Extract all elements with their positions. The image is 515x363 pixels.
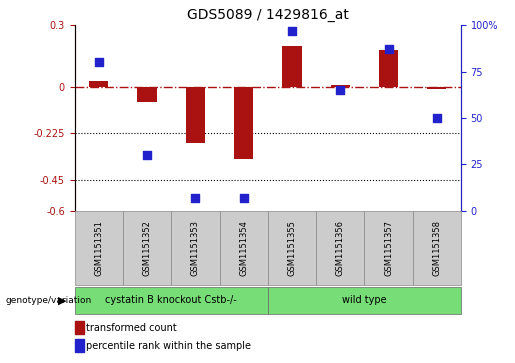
Text: GSM1151352: GSM1151352 (143, 220, 151, 276)
Bar (282, 46, 302, 87)
Point (433, 115, 441, 121)
Point (336, 87, 345, 93)
Bar (219, 211, 268, 285)
Point (288, 28, 296, 34)
Point (384, 46, 392, 52)
Bar (413, 211, 461, 285)
Point (191, 195, 199, 200)
Bar (316, 211, 365, 285)
Point (143, 152, 151, 158)
Point (239, 195, 248, 200)
Text: percentile rank within the sample: percentile rank within the sample (86, 341, 251, 351)
Text: cystatin B knockout Cstb-/-: cystatin B knockout Cstb-/- (106, 295, 237, 305)
Bar (138, 87, 157, 102)
Text: GSM1151351: GSM1151351 (94, 220, 104, 276)
Text: transformed count: transformed count (86, 323, 177, 333)
Text: GSM1151355: GSM1151355 (287, 220, 297, 276)
Title: GDS5089 / 1429816_at: GDS5089 / 1429816_at (187, 8, 349, 22)
Bar (75, 321, 84, 334)
Text: GSM1151358: GSM1151358 (432, 220, 441, 276)
Bar (75, 211, 123, 285)
Bar (379, 50, 398, 87)
Bar (331, 85, 350, 87)
Bar (427, 87, 447, 89)
Bar (171, 211, 219, 285)
Text: wild type: wild type (342, 295, 387, 305)
Bar (75, 339, 84, 352)
Text: GSM1151356: GSM1151356 (336, 220, 345, 276)
Bar (268, 287, 461, 314)
Text: GSM1151353: GSM1151353 (191, 220, 200, 276)
Text: ▶: ▶ (58, 295, 66, 305)
Point (95, 60, 103, 65)
Text: genotype/variation: genotype/variation (5, 296, 91, 305)
Bar (186, 87, 205, 143)
Bar (89, 81, 109, 87)
Text: GSM1151357: GSM1151357 (384, 220, 393, 276)
Bar (268, 211, 316, 285)
Bar (123, 211, 171, 285)
Bar (234, 87, 253, 159)
Bar (365, 211, 413, 285)
Text: GSM1151354: GSM1151354 (239, 220, 248, 276)
Bar (75, 287, 268, 314)
